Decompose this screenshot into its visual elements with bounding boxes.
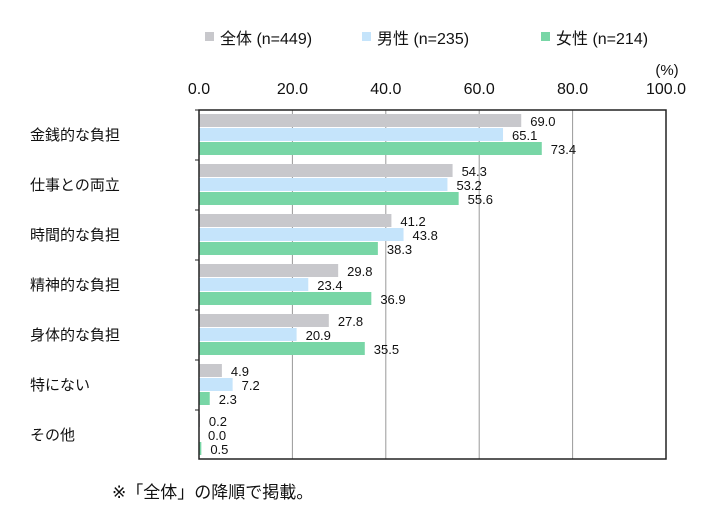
data-label: 20.9 (306, 328, 331, 343)
bar (199, 192, 459, 205)
data-label: 53.2 (456, 178, 481, 193)
unit-label: (%) (655, 62, 678, 79)
bar (199, 164, 453, 177)
bar (199, 292, 371, 305)
bar (199, 114, 521, 127)
bars: 69.065.1 73.4 54.353.255.6 41.243.838.3 29.8… (199, 114, 576, 457)
tick-label: 0.0 (188, 81, 210, 98)
data-label: 38.3 (387, 242, 412, 257)
data-label: 0.2 (209, 414, 227, 429)
data-label: 2.3 (219, 392, 237, 407)
bar (199, 392, 210, 405)
data-label: 55.6 (468, 192, 493, 207)
category-label: 時間的な負担 (30, 227, 120, 244)
bar (199, 128, 503, 141)
tick-label: 60.0 (464, 81, 495, 98)
data-label: 0.5 (210, 442, 228, 457)
category-label: 特にない (30, 377, 90, 394)
data-label: 27.8 (338, 314, 363, 329)
category-label: 仕事との両立 (30, 177, 120, 194)
bar (199, 228, 404, 241)
bar (199, 178, 447, 191)
x-axis-ticks: 0.0 20.0 40.0 60.0 80.0 100.0 (188, 81, 686, 98)
data-label: 35.5 (374, 342, 399, 357)
tick-label: 100.0 (646, 81, 686, 98)
data-label: 65.1 (512, 128, 537, 143)
legend: 全体 (n=449) 男性 (n=235) 女性 (n=214) (205, 29, 648, 48)
data-label: 0.0 (208, 428, 226, 443)
tick-label: 40.0 (370, 81, 401, 98)
data-label: 69.0 (530, 114, 555, 129)
tick-label: 80.0 (557, 81, 588, 98)
footnote: ※「全体」の降順で掲載。 (112, 483, 313, 502)
data-label: 4.9 (231, 364, 249, 379)
category-label: 金銭的な負担 (30, 127, 120, 144)
data-label: 54.3 (462, 164, 487, 179)
bar (199, 314, 329, 327)
bar (199, 342, 365, 355)
category-label: 精神的な負担 (30, 277, 120, 294)
bar (199, 264, 338, 277)
data-label: 41.2 (400, 214, 425, 229)
legend-swatch (362, 32, 371, 41)
tick-label: 20.0 (277, 81, 308, 98)
data-label: 29.8 (347, 264, 372, 279)
category-label: その他 (30, 427, 75, 444)
bar (199, 214, 391, 227)
legend-swatch (541, 32, 550, 41)
legend-label: 男性 (n=235) (377, 30, 469, 48)
bar (199, 378, 233, 391)
category-label: 身体的な負担 (30, 327, 120, 344)
legend-swatch (205, 32, 214, 41)
bar (199, 242, 378, 255)
legend-label: 女性 (n=214) (556, 29, 648, 48)
bar (199, 278, 308, 291)
data-label: 43.8 (413, 228, 438, 243)
data-label: 23.4 (317, 278, 342, 293)
bar (199, 328, 297, 341)
data-label: 36.9 (380, 292, 405, 307)
data-label: 73.4 (551, 142, 576, 157)
data-label: 7.2 (242, 378, 260, 393)
legend-label: 全体 (n=449) (220, 30, 312, 48)
bar (199, 364, 222, 377)
bar (199, 142, 542, 155)
